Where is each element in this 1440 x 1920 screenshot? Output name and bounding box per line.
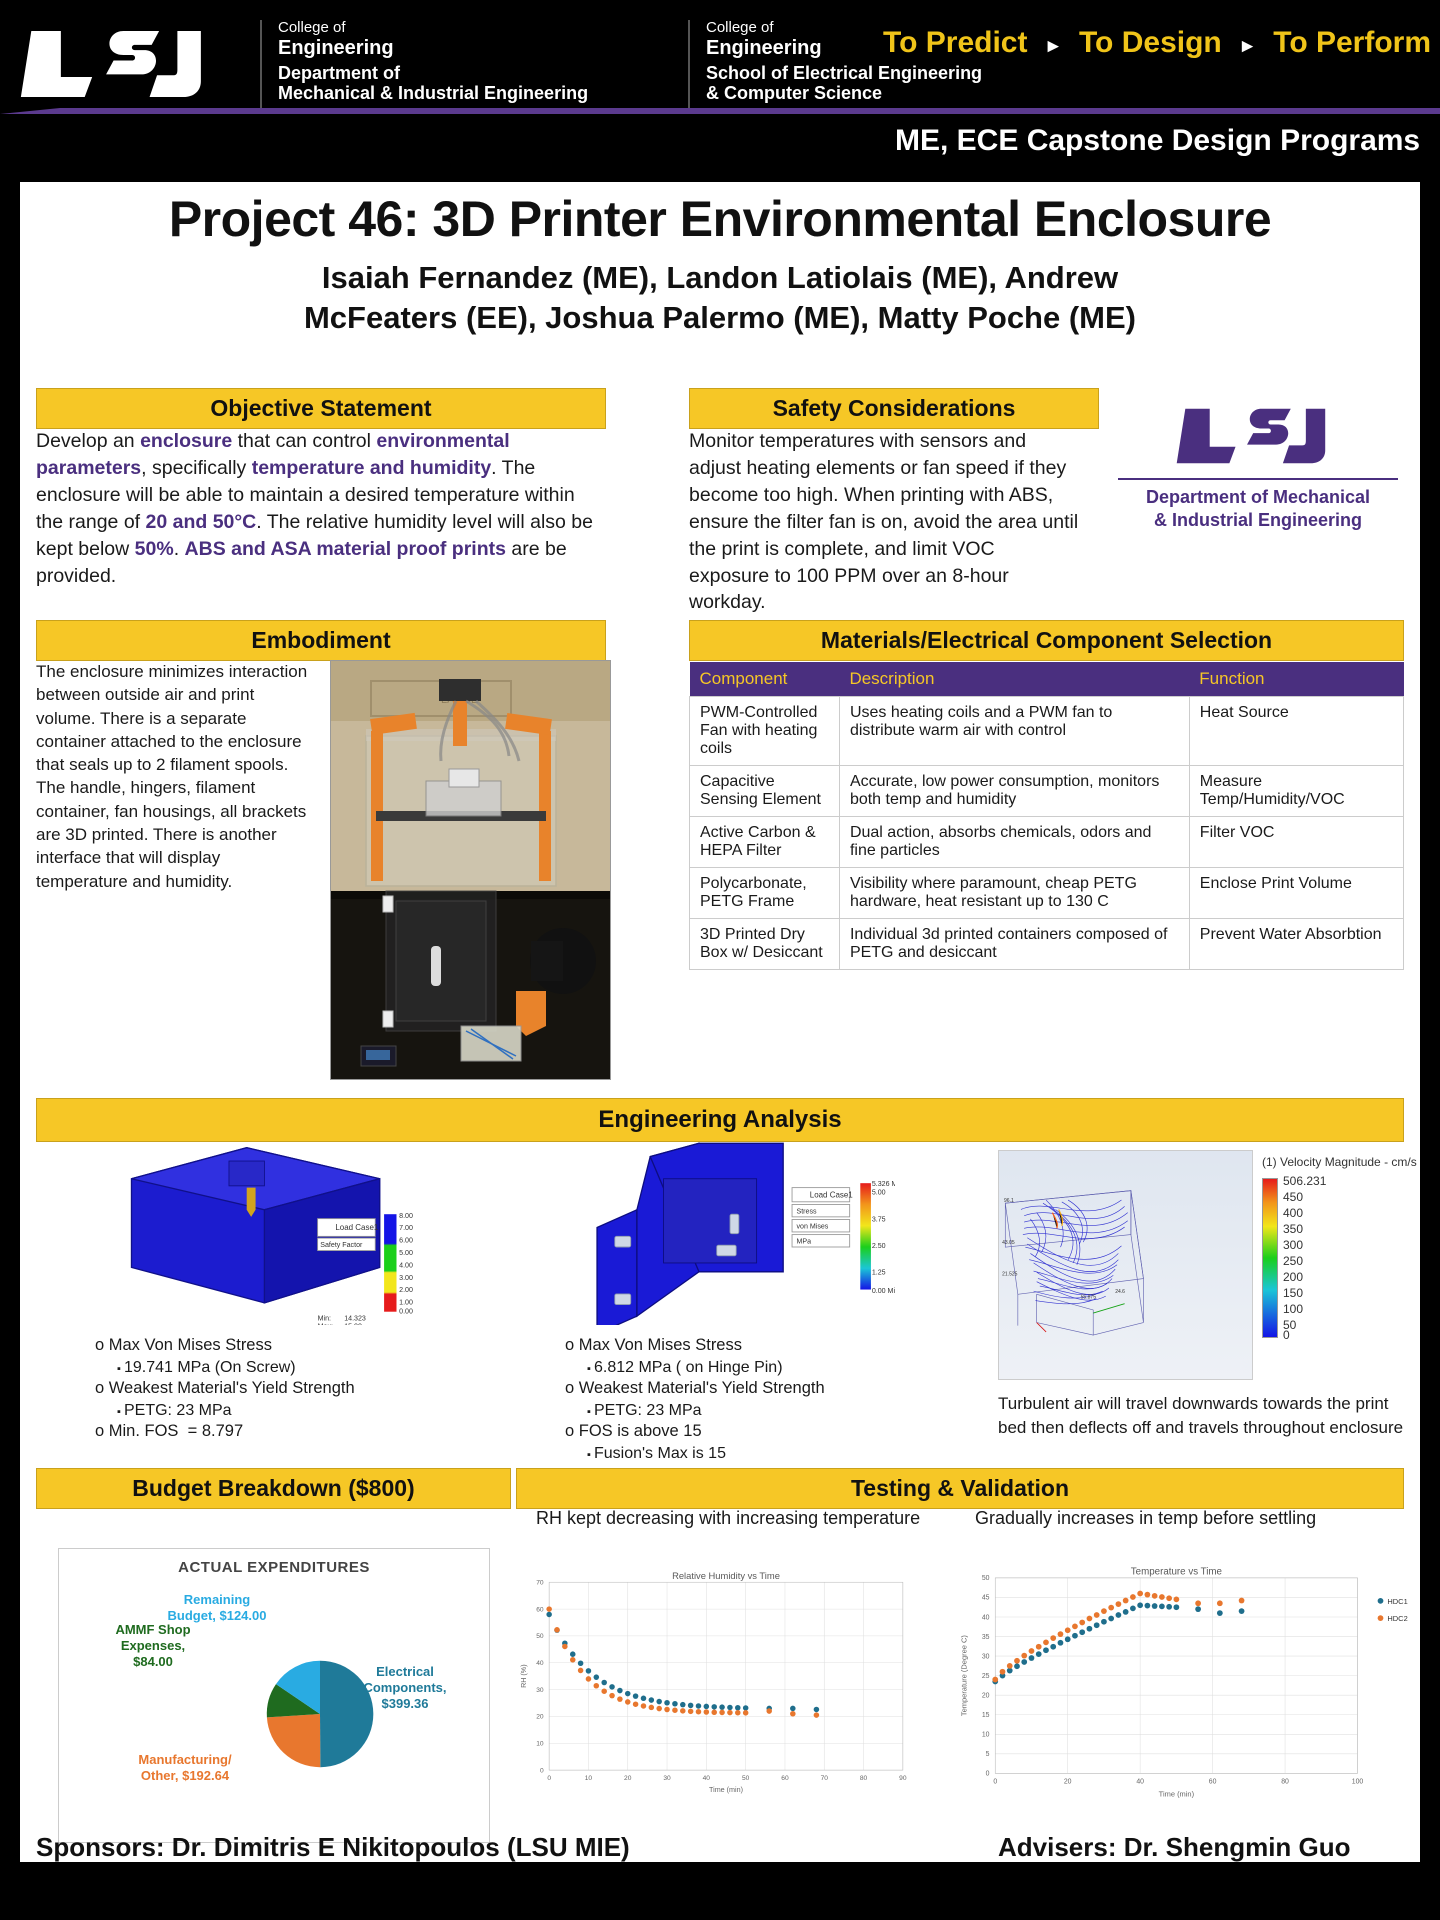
svg-text:Time (min): Time (min) <box>1159 1789 1195 1798</box>
svg-text:10: 10 <box>536 1740 544 1747</box>
svg-text:90: 90 <box>899 1775 907 1782</box>
svg-text:2.00: 2.00 <box>399 1286 413 1294</box>
svg-text:Expenses,: Expenses, <box>121 1638 185 1653</box>
svg-text:35: 35 <box>982 1634 990 1641</box>
svg-text:20: 20 <box>982 1692 990 1699</box>
svg-text:HDC2: HDC2 <box>1387 1614 1407 1623</box>
svg-text:70: 70 <box>821 1775 829 1782</box>
svg-text:21.525: 21.525 <box>1002 1271 1018 1277</box>
svg-text:Load Case1: Load Case1 <box>335 1223 379 1232</box>
svg-text:Load Case1: Load Case1 <box>810 1190 854 1199</box>
svg-text:40: 40 <box>1136 1779 1144 1786</box>
svg-text:0.00 Min: 0.00 Min <box>872 1287 895 1295</box>
svg-text:60: 60 <box>536 1606 544 1613</box>
svg-text:45: 45 <box>982 1595 990 1602</box>
svg-text:von Mises: von Mises <box>796 1222 828 1230</box>
svg-text:HDC1: HDC1 <box>1387 1597 1407 1606</box>
svg-text:8.00: 8.00 <box>399 1212 413 1220</box>
svg-text:Budget, $124.00: Budget, $124.00 <box>168 1608 267 1623</box>
svg-text:5.00: 5.00 <box>872 1189 886 1197</box>
svg-text:1.25: 1.25 <box>872 1268 886 1276</box>
svg-text:0: 0 <box>540 1767 544 1774</box>
svg-text:25: 25 <box>982 1673 990 1680</box>
svg-text:5.00: 5.00 <box>399 1249 413 1257</box>
svg-text:3.00: 3.00 <box>399 1274 413 1282</box>
svg-text:24.6: 24.6 <box>1115 1289 1125 1295</box>
svg-text:40: 40 <box>703 1775 711 1782</box>
svg-text:50: 50 <box>742 1775 750 1782</box>
svg-text:Remaining: Remaining <box>184 1592 251 1607</box>
svg-text:5: 5 <box>986 1751 990 1758</box>
svg-text:6.00: 6.00 <box>399 1237 413 1245</box>
svg-text:3.75: 3.75 <box>872 1215 886 1223</box>
svg-text:2.50: 2.50 <box>872 1242 886 1250</box>
svg-text:96.1: 96.1 <box>1004 1198 1014 1204</box>
svg-text:15: 15 <box>982 1712 990 1719</box>
svg-text:0: 0 <box>993 1779 997 1786</box>
svg-text:$84.00: $84.00 <box>133 1654 173 1669</box>
svg-text:60: 60 <box>1209 1779 1217 1786</box>
svg-text:100: 100 <box>1352 1779 1364 1786</box>
svg-text:Components,: Components, <box>363 1680 446 1695</box>
svg-text:Stress: Stress <box>796 1207 817 1215</box>
svg-text:50: 50 <box>536 1633 544 1640</box>
svg-text:50: 50 <box>982 1575 990 1582</box>
svg-text:MPa: MPa <box>796 1237 811 1245</box>
svg-text:20: 20 <box>1064 1779 1072 1786</box>
svg-text:$399.36: $399.36 <box>382 1696 429 1711</box>
svg-text:15.00: 15.00 <box>344 1323 362 1325</box>
svg-text:Temperature (Degree C): Temperature (Degree C) <box>960 1635 969 1716</box>
svg-text:Manufacturing/: Manufacturing/ <box>138 1752 232 1767</box>
svg-text:30: 30 <box>536 1687 544 1694</box>
svg-text:Other, $192.64: Other, $192.64 <box>141 1768 230 1783</box>
svg-text:14.323: 14.323 <box>344 1315 366 1323</box>
svg-text:RH (%): RH (%) <box>520 1664 528 1688</box>
svg-text:1.00: 1.00 <box>399 1299 413 1307</box>
svg-text:30: 30 <box>663 1775 671 1782</box>
svg-text:40: 40 <box>536 1660 544 1667</box>
svg-text:5.326 Max: 5.326 Max <box>872 1180 895 1188</box>
svg-text:Min:: Min: <box>318 1315 331 1323</box>
svg-text:7.00: 7.00 <box>399 1224 413 1232</box>
svg-text:80: 80 <box>1281 1779 1289 1786</box>
svg-text:60: 60 <box>781 1775 789 1782</box>
svg-text:55.875: 55.875 <box>1081 1295 1097 1301</box>
svg-text:30: 30 <box>982 1653 990 1660</box>
svg-text:0: 0 <box>547 1775 551 1782</box>
svg-text:80: 80 <box>860 1775 868 1782</box>
svg-text:40: 40 <box>982 1614 990 1621</box>
svg-text:4.00: 4.00 <box>399 1261 413 1269</box>
svg-text:Time (min): Time (min) <box>709 1786 743 1794</box>
svg-text:10: 10 <box>585 1775 593 1782</box>
svg-text:20: 20 <box>536 1714 544 1721</box>
svg-text:Max:: Max: <box>318 1323 333 1325</box>
svg-text:Relative Humidity vs Time: Relative Humidity vs Time <box>672 1570 780 1581</box>
svg-text:43.05: 43.05 <box>1002 1240 1015 1246</box>
svg-text:AMMF Shop: AMMF Shop <box>115 1622 190 1637</box>
svg-text:Electrical: Electrical <box>376 1664 434 1679</box>
svg-text:Temperature vs Time: Temperature vs Time <box>1131 1566 1222 1577</box>
svg-text:0.00: 0.00 <box>399 1307 413 1315</box>
svg-text:10: 10 <box>982 1732 990 1739</box>
svg-text:Safety Factor: Safety Factor <box>320 1241 363 1249</box>
svg-text:20: 20 <box>624 1775 632 1782</box>
svg-text:0: 0 <box>986 1771 990 1778</box>
svg-text:70: 70 <box>536 1579 544 1586</box>
